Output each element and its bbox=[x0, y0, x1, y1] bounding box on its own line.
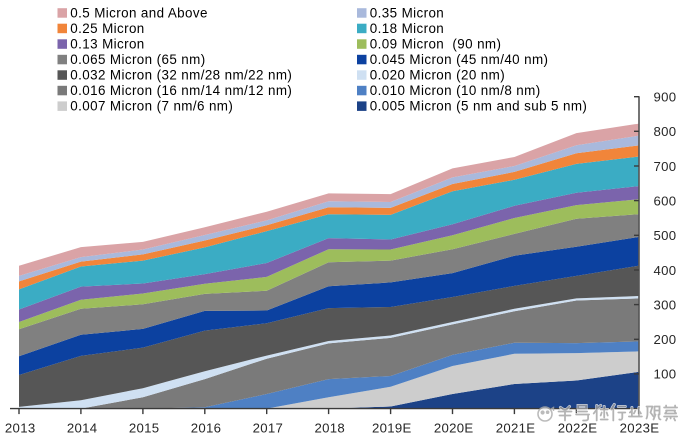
svg-text:600: 600 bbox=[654, 193, 677, 208]
svg-text:0.032 Micron (32 nm/28 nm/22 n: 0.032 Micron (32 nm/28 nm/22 nm) bbox=[70, 67, 292, 82]
svg-text:2018: 2018 bbox=[315, 420, 346, 435]
svg-text:0.016 Micron (16 nm/14 nm/12 n: 0.016 Micron (16 nm/14 nm/12 nm) bbox=[70, 83, 292, 98]
svg-text:2019E: 2019E bbox=[372, 420, 412, 435]
svg-text:100: 100 bbox=[654, 367, 677, 382]
svg-text:300: 300 bbox=[654, 297, 677, 312]
svg-text:2020E: 2020E bbox=[434, 420, 474, 435]
svg-text:0.020 Micron (20 nm): 0.020 Micron (20 nm) bbox=[370, 67, 505, 82]
svg-text:2014: 2014 bbox=[67, 420, 98, 435]
svg-text:0.13 Micron: 0.13 Micron bbox=[70, 36, 144, 51]
svg-text:0.25 Micron: 0.25 Micron bbox=[70, 21, 144, 36]
svg-text:500: 500 bbox=[654, 228, 677, 243]
svg-text:2023E: 2023E bbox=[620, 420, 660, 435]
svg-text:0.065 Micron (65 nm): 0.065 Micron (65 nm) bbox=[70, 52, 205, 67]
svg-text:0.045 Micron (45 nm/40 nm): 0.045 Micron (45 nm/40 nm) bbox=[370, 52, 549, 67]
svg-text:0.007 Micron (7 nm/6 nm): 0.007 Micron (7 nm/6 nm) bbox=[70, 99, 233, 114]
svg-text:0.005 Micron (5 nm and sub 5 n: 0.005 Micron (5 nm and sub 5 nm) bbox=[370, 99, 587, 114]
svg-text:2021E: 2021E bbox=[496, 420, 536, 435]
svg-text:900: 900 bbox=[654, 90, 677, 105]
svg-text:2022E: 2022E bbox=[558, 420, 598, 435]
svg-text:0.09 Micron (90 nm): 0.09 Micron (90 nm) bbox=[370, 36, 502, 51]
svg-text:800: 800 bbox=[654, 124, 677, 139]
svg-text:2013: 2013 bbox=[5, 420, 36, 435]
svg-text:200: 200 bbox=[654, 332, 677, 347]
svg-text:0.35 Micron: 0.35 Micron bbox=[370, 5, 444, 20]
svg-text:0.18 Micron: 0.18 Micron bbox=[370, 21, 444, 36]
svg-text:400: 400 bbox=[654, 263, 677, 278]
svg-text:0.5 Micron and Above: 0.5 Micron and Above bbox=[70, 5, 208, 20]
svg-text:2017: 2017 bbox=[253, 420, 284, 435]
svg-text:700: 700 bbox=[654, 159, 677, 174]
svg-text:0.010 Micron (10 nm/8 nm): 0.010 Micron (10 nm/8 nm) bbox=[370, 83, 541, 98]
svg-text:2016: 2016 bbox=[191, 420, 222, 435]
svg-text:2015: 2015 bbox=[129, 420, 160, 435]
